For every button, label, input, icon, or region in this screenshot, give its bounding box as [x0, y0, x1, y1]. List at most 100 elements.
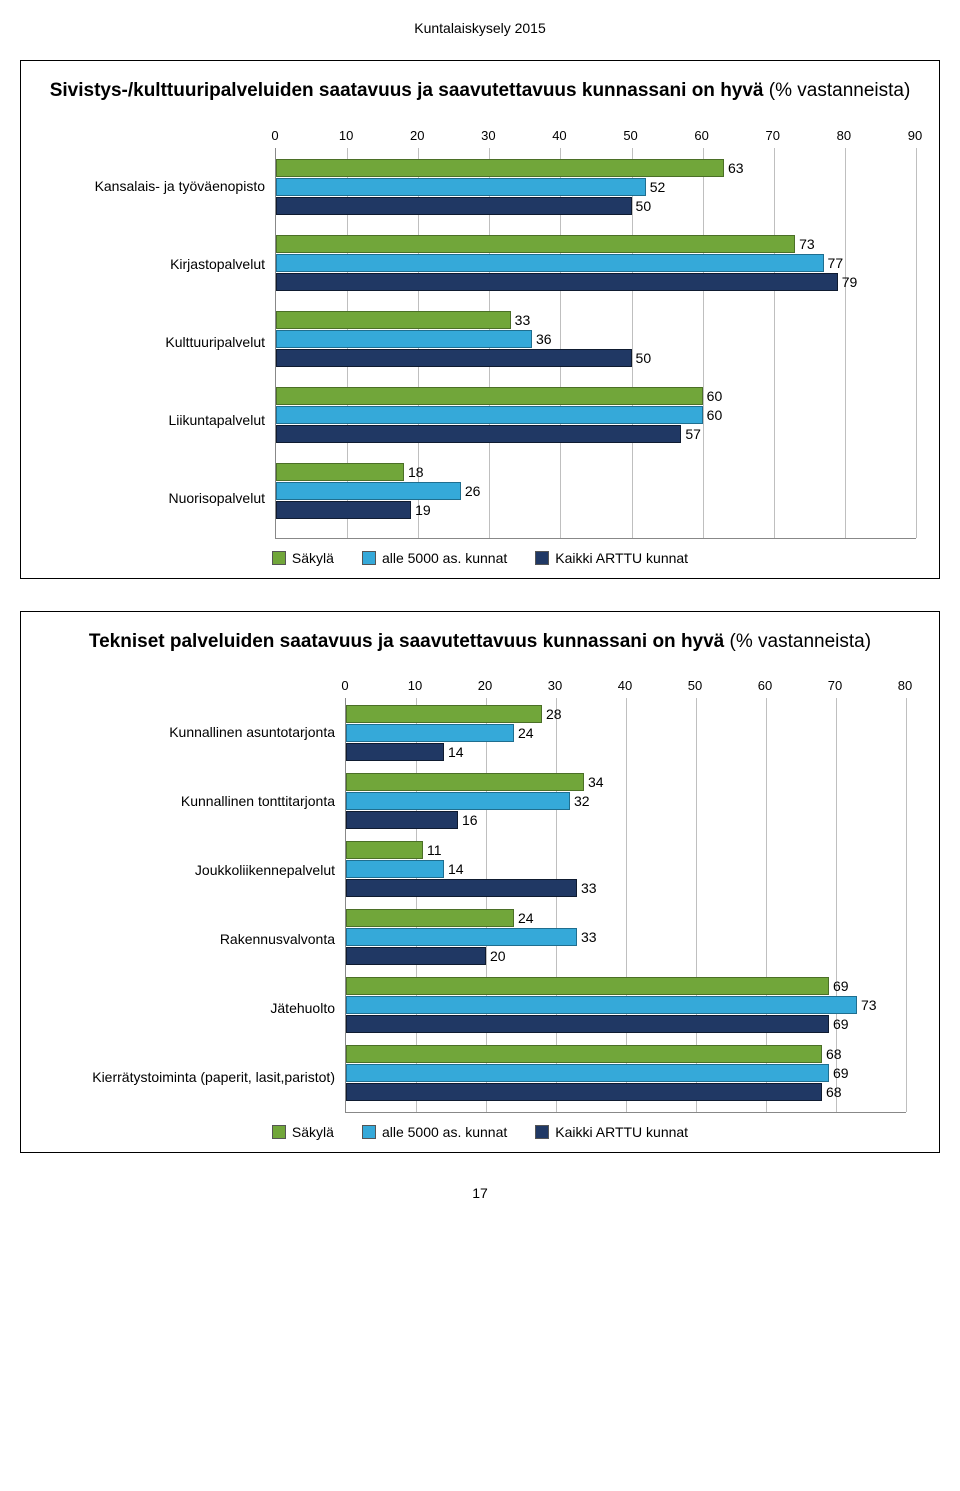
- bar-fill: [276, 425, 681, 443]
- x-tick-label: 50: [688, 678, 702, 693]
- legend-label-kaikki: Kaikki ARTTU kunnat: [555, 1124, 688, 1140]
- bar-value-label: 68: [826, 1046, 842, 1062]
- bar-value-label: 69: [833, 978, 849, 994]
- category-label: Kunnallinen asuntotarjonta: [45, 699, 345, 767]
- bar-fill: [346, 792, 570, 810]
- bar: 69: [346, 1015, 906, 1033]
- legend-label-sakyla: Säkylä: [292, 550, 334, 566]
- x-tick-label: 70: [828, 678, 842, 693]
- bar-value-label: 11: [427, 842, 442, 858]
- bar-fill: [346, 1015, 829, 1033]
- bar-group: 243320: [346, 908, 906, 964]
- bar-value-label: 19: [415, 502, 431, 518]
- category-label: Nuorisopalvelut: [45, 461, 275, 537]
- x-tick-label: 50: [623, 128, 637, 143]
- x-tick-label: 60: [694, 128, 708, 143]
- legend-swatch-alle5000: [362, 1125, 376, 1139]
- x-tick-label: 30: [481, 128, 495, 143]
- bar-value-label: 60: [707, 407, 723, 423]
- bar-fill: [276, 311, 511, 329]
- legend-item-alle5000: alle 5000 as. kunnat: [362, 1124, 507, 1140]
- bar-group: 697369: [346, 976, 906, 1032]
- x-tick-label: 80: [837, 128, 851, 143]
- x-tick-label: 30: [548, 678, 562, 693]
- bar-group: 111433: [346, 840, 906, 896]
- bar: 11: [346, 841, 906, 859]
- bar-fill: [346, 928, 577, 946]
- legend-swatch-sakyla: [272, 1125, 286, 1139]
- plot-grid: 635250737779333650606057182619: [275, 148, 916, 539]
- chart2-title-bold: Tekniset palveluiden saatavuus ja saavut…: [89, 631, 730, 652]
- bar: 68: [346, 1083, 906, 1101]
- legend-item-sakyla: Säkylä: [272, 1124, 334, 1140]
- bar-value-label: 16: [462, 812, 478, 828]
- bar-value-label: 18: [408, 464, 424, 480]
- plot-grid: 282414343216111433243320697369686968: [345, 698, 906, 1113]
- bar-fill: [346, 705, 542, 723]
- chart2-legend: Säkylä alle 5000 as. kunnat Kaikki ARTTU…: [45, 1124, 915, 1140]
- bar-fill: [346, 811, 458, 829]
- gridline: [916, 148, 917, 538]
- bar-group: 182619: [276, 462, 916, 518]
- x-tick-label: 0: [271, 128, 278, 143]
- bar-fill: [346, 860, 444, 878]
- chart1-title: Sivistys-/kulttuuripalveluiden saatavuus…: [45, 79, 915, 104]
- bar-fill: [346, 743, 444, 761]
- bar-fill: [346, 909, 514, 927]
- bar: 68: [346, 1045, 906, 1063]
- x-tick-label: 10: [408, 678, 422, 693]
- bar-value-label: 24: [518, 910, 534, 926]
- bar-value-label: 14: [448, 861, 464, 877]
- bar-value-label: 52: [650, 179, 666, 195]
- category-label: Rakennusvalvonta: [45, 906, 345, 974]
- bar-value-label: 34: [588, 774, 604, 790]
- chart1-title-bold: Sivistys-/kulttuuripalveluiden saatavuus…: [50, 80, 769, 101]
- chart2-title-light: (% vastanneista): [730, 631, 872, 652]
- chart-sivistys: Sivistys-/kulttuuripalveluiden saatavuus…: [20, 60, 940, 579]
- bar-fill: [346, 1045, 822, 1063]
- bar: 32: [346, 792, 906, 810]
- x-tick-label: 10: [339, 128, 353, 143]
- bar-fill: [276, 387, 703, 405]
- legend-swatch-kaikki: [535, 551, 549, 565]
- legend-item-alle5000: alle 5000 as. kunnat: [362, 550, 507, 566]
- bar-fill: [276, 235, 795, 253]
- page-number: 17: [20, 1185, 940, 1201]
- bar-value-label: 20: [490, 948, 506, 964]
- category-label: Kirjastopalvelut: [45, 227, 275, 303]
- bar-value-label: 69: [833, 1065, 849, 1081]
- bar-fill: [276, 159, 724, 177]
- bar: 60: [276, 387, 916, 405]
- bar: 18: [276, 463, 916, 481]
- legend-item-kaikki: Kaikki ARTTU kunnat: [535, 550, 688, 566]
- bar: 14: [346, 860, 906, 878]
- bar-fill: [346, 1064, 829, 1082]
- chart2-plot: Kunnallinen asuntotarjontaKunnallinen to…: [45, 668, 915, 1112]
- bar-fill: [276, 406, 703, 424]
- bar-fill: [346, 1083, 822, 1101]
- bar-value-label: 50: [636, 198, 652, 214]
- bar: 79: [276, 273, 916, 291]
- bar-value-label: 28: [546, 706, 562, 722]
- bar-fill: [346, 841, 423, 859]
- y-axis-labels: Kansalais- ja työväenopistoKirjastopalve…: [45, 148, 275, 538]
- legend-swatch-alle5000: [362, 551, 376, 565]
- bar-group: 63 52 50: [276, 158, 916, 214]
- bar-value-label: 68: [826, 1084, 842, 1100]
- bar-value-label: 33: [515, 312, 531, 328]
- bar: 63: [276, 159, 916, 177]
- y-axis-labels: Kunnallinen asuntotarjontaKunnallinen to…: [45, 698, 345, 1112]
- bar: 36: [276, 330, 916, 348]
- bar-fill: [346, 773, 584, 791]
- bar-value-label: 63: [728, 160, 744, 176]
- bar-fill: [276, 349, 632, 367]
- bar-fill: [276, 330, 532, 348]
- bar: 24: [346, 724, 906, 742]
- bar-value-label: 36: [536, 331, 552, 347]
- bar-fill: [346, 947, 486, 965]
- legend-label-kaikki: Kaikki ARTTU kunnat: [555, 550, 688, 566]
- bar-fill: [276, 273, 838, 291]
- bar-group: 333650: [276, 310, 916, 366]
- bar-group: 737779: [276, 234, 916, 290]
- bar-value-label: 69: [833, 1016, 849, 1032]
